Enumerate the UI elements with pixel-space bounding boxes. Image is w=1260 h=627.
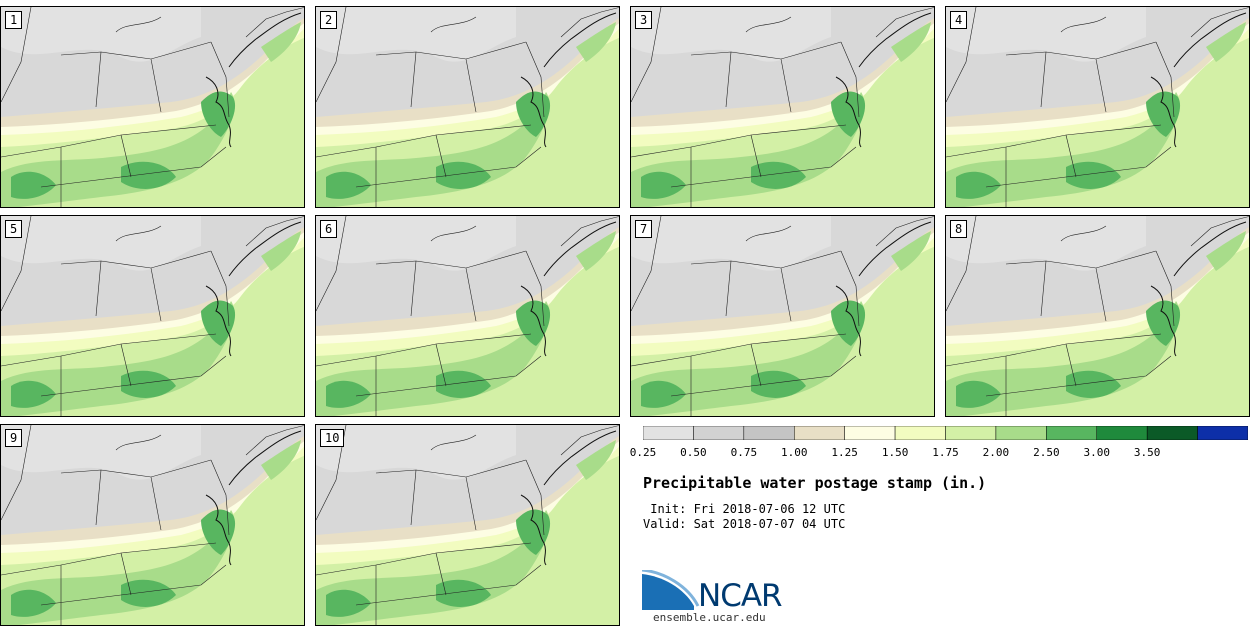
legend-swatch	[693, 426, 745, 440]
panel-number: 10	[320, 429, 345, 447]
panel-number: 7	[635, 220, 653, 238]
legend-swatch	[794, 426, 845, 440]
legend-swatch	[1197, 426, 1248, 440]
map-panel-8[interactable]: 8	[945, 215, 1250, 417]
precip-water-map	[1, 7, 304, 207]
color-legend	[643, 426, 1248, 440]
precip-water-map	[316, 425, 619, 625]
map-panel-5[interactable]: 5	[0, 215, 305, 417]
map-panel-3[interactable]: 3	[630, 6, 935, 208]
map-panel-6[interactable]: 6	[315, 215, 620, 417]
panel-number: 4	[950, 11, 968, 29]
legend-tick-label: 1.75	[932, 446, 959, 459]
precip-water-map	[1, 425, 304, 625]
map-panel-7[interactable]: 7	[630, 215, 935, 417]
legend-swatch	[1096, 426, 1148, 440]
legend-tick-label: 3.00	[1083, 446, 1111, 459]
precip-water-map	[631, 7, 934, 207]
init-time: Init: Fri 2018-07-06 12 UTC	[643, 502, 846, 516]
precip-water-map	[946, 216, 1249, 416]
logo-text: NCAR	[698, 578, 783, 614]
legend-tick-label: 1.50	[881, 446, 909, 459]
site-url[interactable]: ensemble.ucar.edu	[653, 611, 766, 624]
chart-title: Precipitable water postage stamp (in.)	[643, 474, 987, 492]
map-panel-4[interactable]: 4	[945, 6, 1250, 208]
legend-tick-label: 2.50	[1033, 446, 1060, 459]
legend-swatch	[743, 426, 795, 440]
precip-water-map	[1, 216, 304, 416]
legend-tick-label: 0.75	[730, 446, 758, 459]
legend-tick-label: 0.25	[629, 446, 657, 459]
map-panel-1[interactable]: 1	[0, 6, 305, 208]
legend-tick-label: 0.50	[680, 446, 707, 459]
map-panel-10[interactable]: 10	[315, 424, 620, 626]
precip-water-map	[631, 216, 934, 416]
legend-tick-label: 2.00	[982, 446, 1010, 459]
map-panel-2[interactable]: 2	[315, 6, 620, 208]
panel-number: 8	[950, 220, 968, 238]
panel-number: 6	[320, 220, 338, 238]
legend-swatch	[844, 426, 896, 440]
panel-number: 3	[635, 11, 653, 29]
legend-swatch	[995, 426, 1047, 440]
legend-swatch	[894, 426, 946, 440]
legend-bar	[643, 426, 1248, 440]
legend-tick-label: 1.00	[781, 446, 808, 459]
precip-water-map	[946, 7, 1249, 207]
precip-water-map	[316, 216, 619, 416]
legend-swatch	[643, 426, 694, 440]
legend-swatch	[945, 426, 997, 440]
ncar-logo-icon	[642, 570, 700, 610]
map-panel-9[interactable]: 9	[0, 424, 305, 626]
panel-number: 1	[5, 11, 23, 29]
panel-number: 5	[5, 220, 23, 238]
panel-number: 9	[5, 429, 23, 447]
legend-tick-label: 1.25	[831, 446, 858, 459]
panel-number: 2	[320, 11, 338, 29]
legend-tick-label: 3.50	[1133, 446, 1161, 459]
legend-swatch	[1146, 426, 1198, 440]
valid-time: Valid: Sat 2018-07-07 04 UTC	[643, 517, 846, 531]
precip-water-map	[316, 7, 619, 207]
legend-swatch	[1046, 426, 1098, 440]
